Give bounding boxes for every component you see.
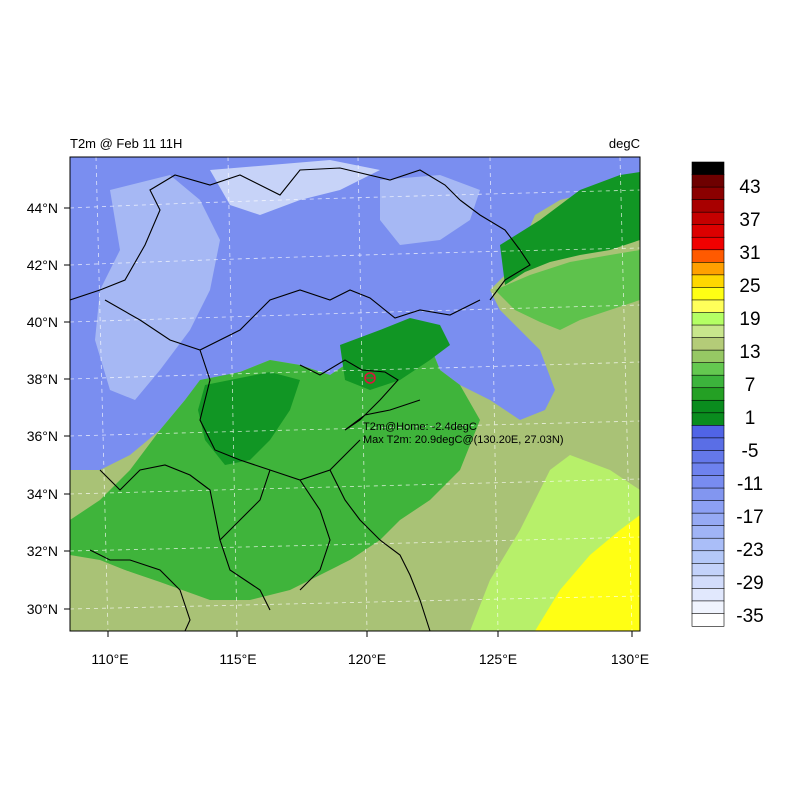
colorbar-label: -29 (736, 573, 763, 594)
colorbar-swatch (691, 562, 725, 577)
colorbar-swatch (691, 537, 725, 552)
colorbar-swatch (691, 425, 725, 439)
lat-label: 42°N (27, 257, 58, 273)
lon-label: 125°E (479, 651, 517, 667)
green-dark-region (500, 172, 640, 285)
max-temperature-annotation: Max T2m: 20.9degC@(130.20E, 27.03N) (363, 434, 564, 446)
lat-label: 32°N (27, 543, 58, 559)
cold-pale-region (210, 160, 380, 215)
colorbar-swatch (691, 199, 725, 213)
colorbar-swatch (691, 437, 725, 452)
colorbar-swatch (691, 412, 725, 426)
colorbar-swatch (691, 450, 725, 464)
lat-label: 30°N (27, 601, 58, 617)
olive-region (70, 545, 430, 631)
lon-label: 130°E (611, 651, 649, 667)
colorbar-swatch (691, 236, 725, 251)
colorbar-label: -17 (736, 507, 763, 528)
colorbar-label: 1 (745, 408, 756, 429)
colorbar-label: 43 (739, 177, 760, 198)
green-dark-region (340, 318, 450, 390)
colorbar-swatch (691, 324, 725, 339)
green-dark-region (198, 372, 300, 465)
colorbar-swatch (691, 287, 725, 301)
yellow-region (535, 515, 640, 631)
lat-label: 40°N (27, 314, 58, 330)
cold-light-region (380, 175, 480, 245)
map-frame (69, 156, 641, 632)
graticule (70, 157, 640, 631)
colorbar-swatch (691, 487, 725, 502)
colorbar-swatch (691, 550, 725, 564)
temperature-field (70, 157, 640, 631)
colorbar-swatch (691, 613, 725, 627)
colorbar-swatch (691, 337, 725, 351)
lon-label: 120°E (348, 651, 386, 667)
colorbar-label: 13 (739, 342, 760, 363)
colorbar-swatch (691, 475, 725, 489)
coastlines-and-borders (70, 167, 531, 631)
colorbar-swatch (691, 362, 725, 376)
lat-label: 38°N (27, 371, 58, 387)
colorbar-swatch (691, 262, 725, 276)
lon-label: 110°E (91, 651, 128, 667)
units-label: degC (609, 136, 640, 151)
colorbar-swatch (691, 211, 725, 226)
colorbar-swatch (691, 249, 725, 263)
lat-label: 44°N (27, 200, 58, 216)
colorbar (691, 161, 725, 627)
colorbar-swatch (691, 349, 725, 364)
lon-label: 115°E (219, 651, 256, 667)
colorbar-label: 25 (739, 276, 760, 297)
colorbar-swatch (691, 512, 725, 527)
colorbar-swatch (691, 174, 725, 188)
colorbar-label: -23 (736, 540, 763, 561)
colorbar-swatch (691, 588, 725, 602)
colorbar-swatch (691, 186, 725, 201)
lat-label: 34°N (27, 486, 58, 502)
colorbar-swatch (691, 500, 725, 514)
colorbar-labels: 43 37 31 25 19 13 7 1 -5 -11 -17 -23 -29… (736, 177, 763, 627)
lat-label: 36°N (27, 428, 58, 444)
cold-light-region (95, 175, 220, 400)
colorbar-swatch (691, 399, 725, 414)
colorbar-swatch (691, 374, 725, 389)
colorbar-swatch (691, 274, 725, 288)
green-mid-region (495, 250, 640, 330)
colorbar-swatch (691, 600, 725, 615)
colorbar-swatch (691, 312, 725, 326)
colorbar-swatch (691, 525, 725, 539)
green-region (70, 330, 480, 600)
colorbar-swatch (691, 387, 725, 401)
colorbar-label: -11 (737, 474, 763, 495)
colorbar-label: -35 (736, 606, 763, 627)
colorbar-label: 31 (739, 243, 760, 264)
colorbar-label: -5 (742, 441, 759, 462)
colorbar-label: 7 (745, 375, 756, 396)
colorbar-swatch (691, 161, 725, 176)
latitude-axis: 44°N 42°N 40°N 38°N 36°N 34°N 32°N 30°N (27, 200, 70, 617)
colorbar-swatch (691, 462, 725, 477)
colorbar-label: 37 (739, 210, 760, 231)
colorbar-label: 19 (739, 309, 760, 330)
map-title: T2m @ Feb 11 11H (70, 136, 182, 151)
home-marker (364, 372, 376, 384)
colorbar-swatch (691, 224, 725, 238)
colorbar-swatch (691, 575, 725, 589)
longitude-axis: 110°E 115°E 120°E 125°E 130°E (91, 631, 649, 667)
home-temperature-annotation: T2m@Home: -2.4degC (363, 421, 477, 433)
colorbar-swatch (691, 299, 725, 314)
